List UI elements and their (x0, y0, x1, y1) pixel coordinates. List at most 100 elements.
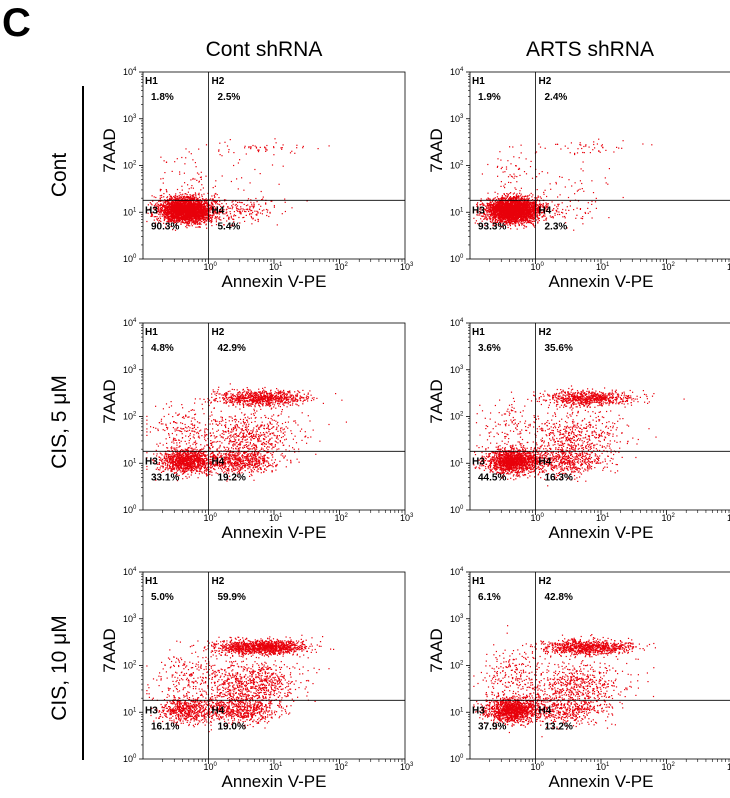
data-point (189, 225, 191, 227)
data-point (170, 196, 173, 198)
data-point (168, 209, 170, 211)
data-point (198, 226, 200, 228)
data-point (165, 202, 167, 204)
data-point (254, 210, 256, 212)
data-point (232, 203, 234, 205)
data-point (171, 205, 174, 207)
data-point (240, 212, 242, 214)
data-point (488, 213, 490, 215)
data-point (264, 147, 266, 149)
data-point (164, 208, 166, 210)
data-point (239, 211, 241, 213)
data-point (174, 220, 176, 222)
data-point (172, 218, 174, 220)
data-point (190, 220, 192, 222)
data-point (155, 205, 157, 207)
data-point (233, 164, 235, 167)
data-point (164, 199, 166, 201)
data-point (166, 209, 168, 211)
data-point (219, 204, 221, 206)
data-point (231, 208, 233, 210)
data-point (197, 213, 199, 215)
data-point (170, 206, 172, 208)
data-point (201, 211, 203, 213)
data-point (175, 201, 178, 203)
data-point (166, 196, 169, 198)
data-point (175, 210, 177, 212)
data-point (273, 147, 275, 149)
data-point (237, 201, 239, 204)
data-point (192, 218, 194, 220)
data-point (162, 201, 164, 203)
data-point (184, 205, 186, 207)
data-point (191, 207, 193, 209)
data-point (166, 204, 168, 206)
data-point (169, 211, 171, 213)
data-point (262, 196, 264, 198)
data-point (200, 214, 202, 217)
data-point (490, 215, 492, 217)
data-point (198, 216, 200, 218)
data-point (177, 213, 179, 215)
data-point (198, 215, 200, 217)
data-point (163, 217, 165, 219)
data-point (158, 206, 160, 208)
data-point (228, 218, 230, 220)
data-point (220, 205, 222, 208)
data-point (181, 200, 183, 202)
data-point (206, 227, 208, 229)
data-point (176, 219, 178, 221)
data-point (204, 199, 206, 201)
data-point (206, 203, 208, 205)
data-point (191, 212, 193, 214)
data-point (161, 194, 163, 196)
data-point (168, 199, 171, 201)
data-point (176, 188, 179, 191)
data-point (186, 200, 188, 202)
data-point (203, 215, 205, 217)
data-point (197, 216, 199, 218)
data-point (201, 184, 203, 186)
data-point (192, 196, 194, 198)
data-point (252, 217, 254, 219)
data-point (175, 215, 177, 218)
data-point (501, 195, 503, 197)
data-point (178, 221, 180, 223)
data-point (223, 209, 225, 211)
data-point (180, 197, 183, 199)
data-point (187, 212, 189, 214)
quadrant-h1-percent: 1.8% (151, 92, 174, 103)
data-point (189, 194, 191, 196)
data-point (176, 221, 178, 223)
data-point (205, 210, 207, 212)
data-point (199, 210, 201, 212)
data-point (177, 196, 179, 198)
data-point (219, 216, 221, 218)
data-point (228, 149, 230, 151)
data-point (236, 209, 238, 211)
data-point (254, 145, 256, 147)
data-point (284, 210, 286, 213)
data-point (172, 214, 175, 216)
data-point (175, 209, 177, 211)
data-point (171, 216, 173, 218)
quadrant-h3-percent: 90.3% (151, 221, 179, 232)
data-point (274, 138, 276, 140)
data-point (190, 213, 192, 215)
data-point (191, 185, 193, 187)
data-point (180, 223, 182, 225)
data-point (200, 223, 202, 225)
data-point (198, 192, 200, 194)
data-point (182, 201, 184, 203)
data-point (169, 204, 171, 206)
data-point (187, 196, 189, 198)
x-tick-label: 102 (335, 262, 349, 272)
data-point (245, 208, 247, 211)
data-point (201, 212, 203, 215)
data-point (157, 208, 159, 210)
data-point (181, 198, 183, 200)
data-point (215, 221, 217, 223)
data-point (211, 202, 214, 204)
data-point (211, 205, 213, 207)
data-point (194, 192, 196, 194)
